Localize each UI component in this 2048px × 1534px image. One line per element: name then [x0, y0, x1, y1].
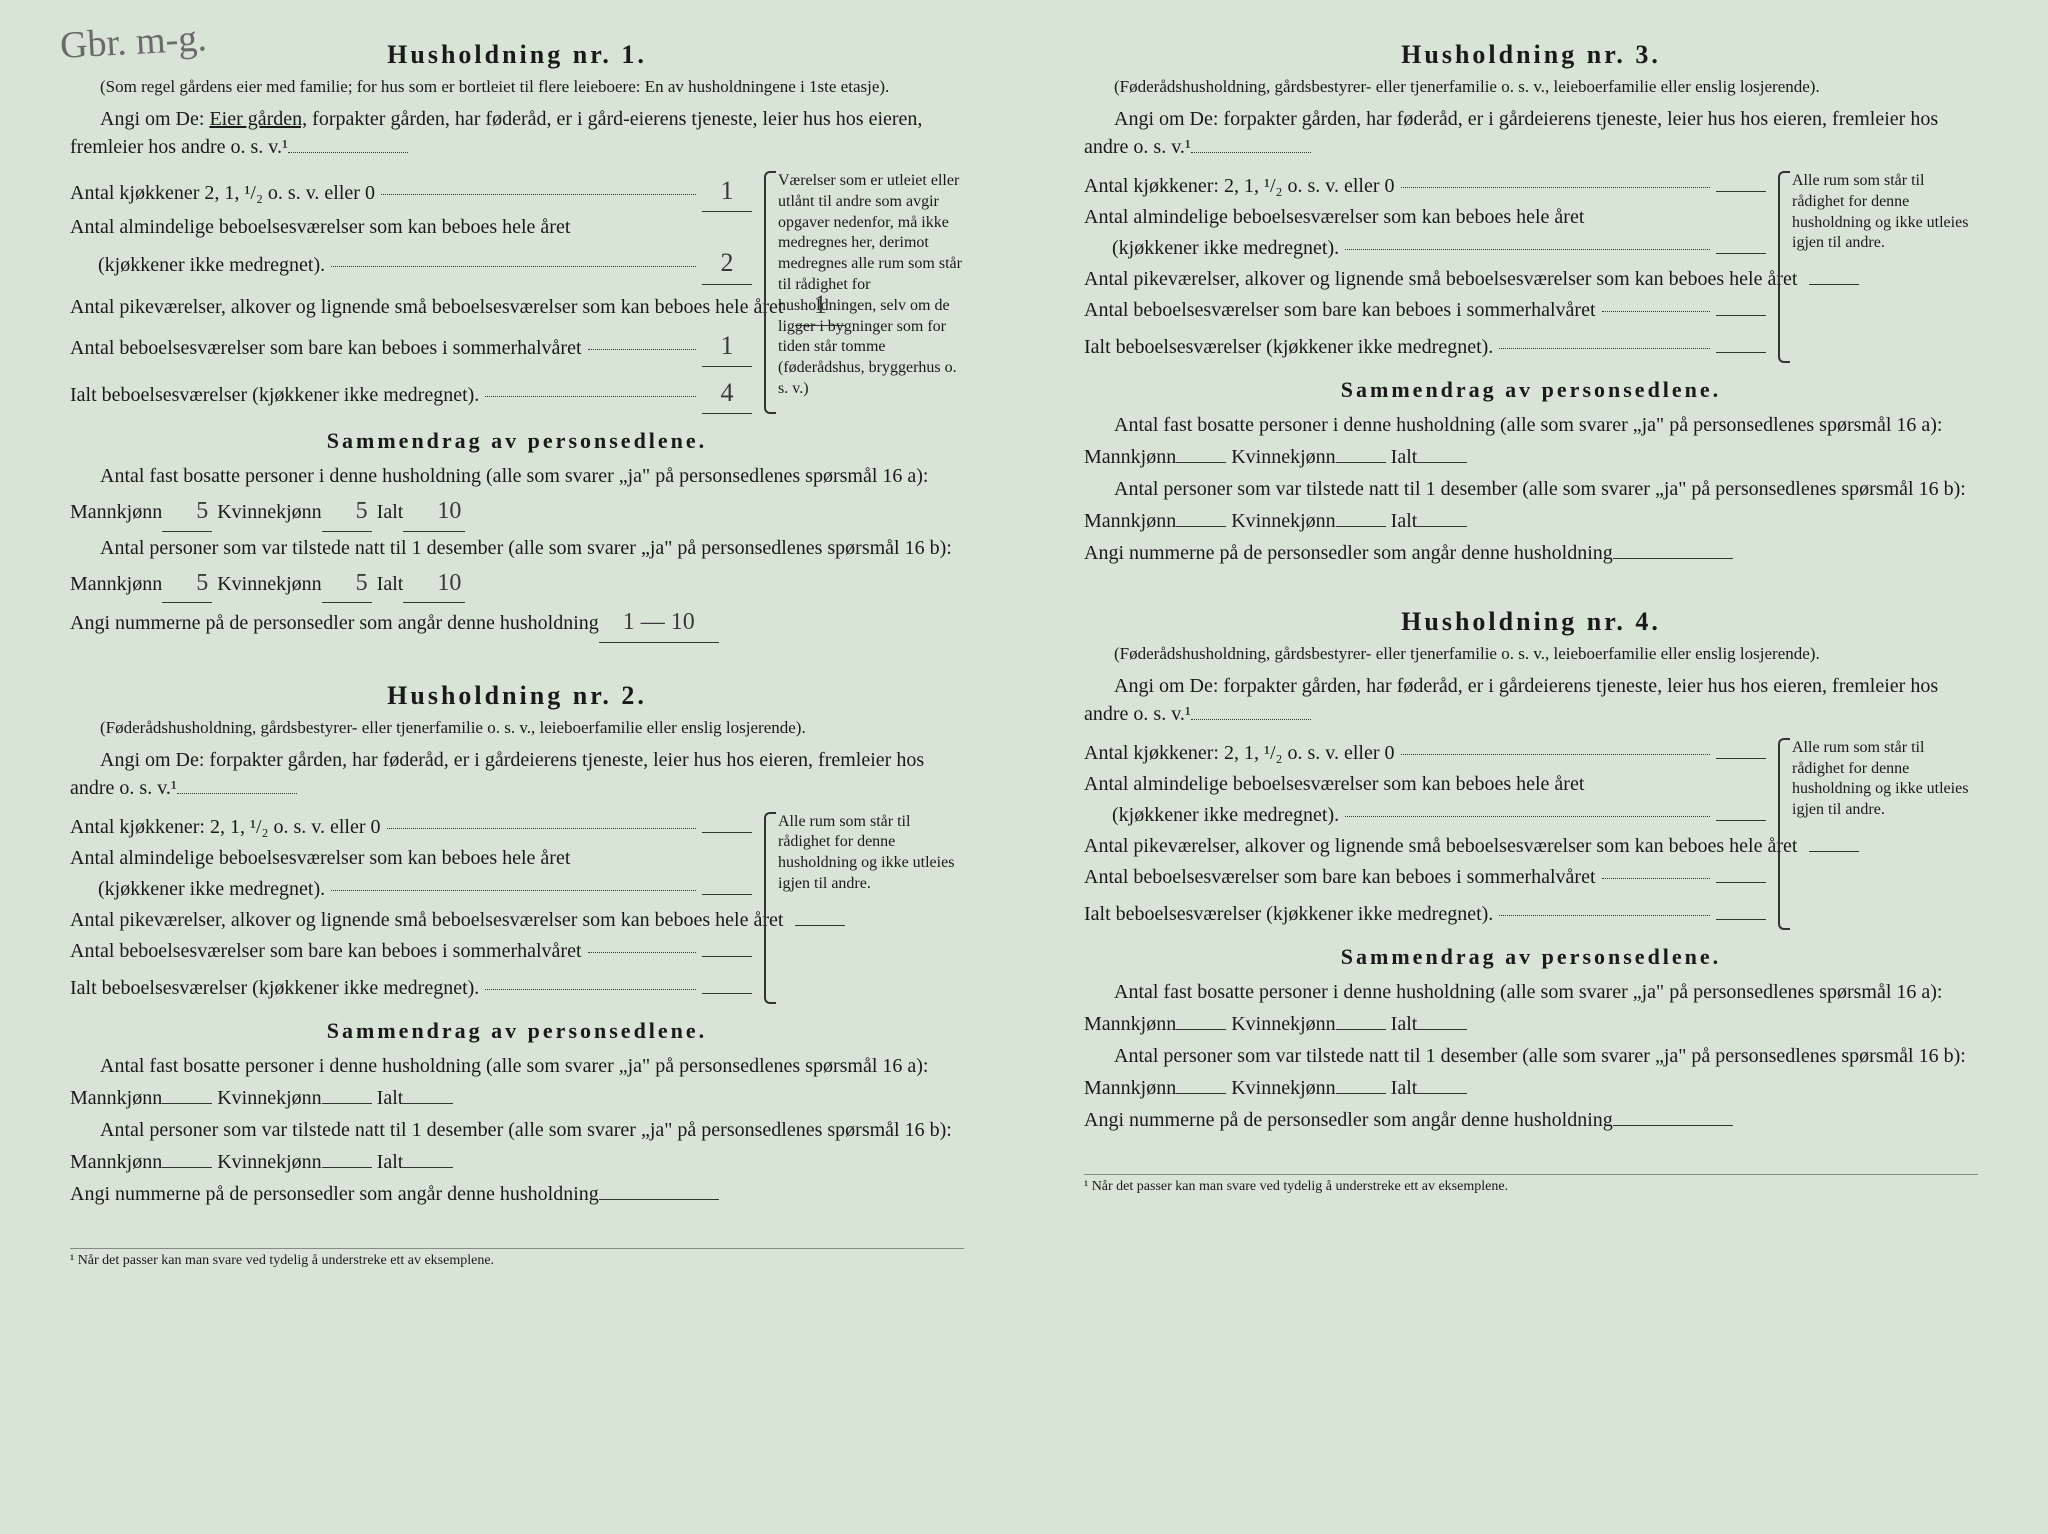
household-title: Husholdning nr. 2. — [70, 681, 964, 711]
q16b-m[interactable]: 5 — [162, 564, 212, 603]
q16a-i[interactable] — [403, 1103, 453, 1104]
total-rooms-value[interactable] — [1716, 352, 1766, 353]
footnote-left: ¹ Når det passer kan man svare ved tydel… — [70, 1248, 964, 1269]
numbers-value[interactable] — [1613, 1125, 1733, 1126]
rooms-side-note: Værelser som er utleiet eller utlånt til… — [764, 171, 964, 414]
q16a-k[interactable] — [1336, 1029, 1386, 1030]
rooms-questions: Antal kjøkkener 2, 1, ¹/₂ o. s. v. eller… — [70, 171, 752, 414]
household-instruction: Angi om De: forpakter gården, har føderå… — [70, 746, 964, 802]
household-3: Husholdning nr. 3. (Føderådshusholdning,… — [1084, 40, 1978, 569]
q16b-k[interactable] — [1336, 526, 1386, 527]
household-1: Husholdning nr. 1. (Som regel gårdens ei… — [70, 40, 964, 643]
summer-rooms-value[interactable] — [702, 956, 752, 957]
right-page: Husholdning nr. 3. (Føderådshusholdning,… — [1064, 30, 1998, 1504]
summer-rooms-value[interactable]: 1 — [702, 326, 752, 367]
numbers-value[interactable] — [1613, 558, 1733, 559]
rooms-questions: Antal kjøkkener: 2, 1, ¹/₂ o. s. v. elle… — [1084, 738, 1766, 930]
ordinary-rooms-value[interactable]: 2 — [702, 243, 752, 284]
total-rooms-value[interactable] — [1716, 919, 1766, 920]
kitchen-value[interactable]: 1 — [702, 171, 752, 212]
q16a-m[interactable] — [1176, 462, 1226, 463]
q16a-m[interactable]: 5 — [162, 492, 212, 531]
summer-rooms-value[interactable] — [1716, 882, 1766, 883]
q16b-m[interactable] — [162, 1167, 212, 1168]
q16a-k[interactable]: 5 — [322, 492, 372, 531]
household-subtitle: (Føderådshusholdning, gårdsbestyrer- ell… — [1084, 643, 1978, 666]
summary-block: Antal fast bosatte personer i denne hush… — [1084, 409, 1978, 569]
household-4: Husholdning nr. 4. (Føderådshusholdning,… — [1084, 607, 1978, 1136]
ordinary-rooms-value[interactable] — [1716, 820, 1766, 821]
kitchen-value[interactable] — [702, 832, 752, 833]
q16a-i[interactable] — [1417, 1029, 1467, 1030]
household-subtitle: (Føderådshusholdning, gårdsbestyrer- ell… — [1084, 76, 1978, 99]
rooms-questions: Antal kjøkkener: 2, 1, ¹/₂ o. s. v. elle… — [1084, 171, 1766, 363]
ordinary-rooms-value[interactable] — [702, 894, 752, 895]
q16b-i[interactable]: 10 — [403, 564, 465, 603]
footnote-right: ¹ Når det passer kan man svare ved tydel… — [1084, 1174, 1978, 1195]
q16b-k[interactable]: 5 — [322, 564, 372, 603]
q16a-k[interactable] — [322, 1103, 372, 1104]
rooms-questions: Antal kjøkkener: 2, 1, ¹/₂ o. s. v. elle… — [70, 812, 752, 1004]
household-2: Husholdning nr. 2. (Føderådshusholdning,… — [70, 681, 964, 1210]
household-subtitle: (Som regel gårdens eier med familie; for… — [70, 76, 964, 99]
kitchen-value[interactable] — [1716, 191, 1766, 192]
summary-title: Sammendrag av personsedlene. — [70, 1018, 964, 1044]
q16b-k[interactable] — [1336, 1093, 1386, 1094]
numbers-value[interactable]: 1 — 10 — [599, 603, 719, 642]
q16a-i[interactable]: 10 — [403, 492, 465, 531]
kitchen-value[interactable] — [1716, 758, 1766, 759]
household-instruction: Angi om De: Eier gården, forpakter gårde… — [70, 105, 964, 161]
household-instruction: Angi om De: forpakter gården, har føderå… — [1084, 672, 1978, 728]
summer-rooms-value[interactable] — [1716, 315, 1766, 316]
household-instruction: Angi om De: forpakter gården, har føderå… — [1084, 105, 1978, 161]
total-rooms-value[interactable] — [702, 993, 752, 994]
q16b-i[interactable] — [1417, 526, 1467, 527]
handwritten-annotation: Gbr. m-g. — [59, 16, 208, 68]
q16a-k[interactable] — [1336, 462, 1386, 463]
q16a-m[interactable] — [162, 1103, 212, 1104]
summary-title: Sammendrag av personsedlene. — [1084, 377, 1978, 403]
summary-title: Sammendrag av personsedlene. — [1084, 944, 1978, 970]
q16b-i[interactable] — [1417, 1093, 1467, 1094]
rooms-side-note: Alle rum som står til rådighet for denne… — [1778, 738, 1978, 930]
household-title: Husholdning nr. 3. — [1084, 40, 1978, 70]
rooms-side-note: Alle rum som står til rådighet for denne… — [764, 812, 964, 1004]
rooms-side-note: Alle rum som står til rådighet for denne… — [1778, 171, 1978, 363]
household-title: Husholdning nr. 4. — [1084, 607, 1978, 637]
summary-title: Sammendrag av personsedlene. — [70, 428, 964, 454]
q16b-m[interactable] — [1176, 526, 1226, 527]
q16a-m[interactable] — [1176, 1029, 1226, 1030]
q16b-i[interactable] — [403, 1167, 453, 1168]
household-subtitle: (Føderådshusholdning, gårdsbestyrer- ell… — [70, 717, 964, 740]
summary-block: Antal fast bosatte personer i denne hush… — [1084, 976, 1978, 1136]
summary-block: Antal fast bosatte personer i denne hush… — [70, 460, 964, 642]
q16b-k[interactable] — [322, 1167, 372, 1168]
q16a-i[interactable] — [1417, 462, 1467, 463]
summary-block: Antal fast bosatte personer i denne hush… — [70, 1050, 964, 1210]
numbers-value[interactable] — [599, 1199, 719, 1200]
ordinary-rooms-value[interactable] — [1716, 253, 1766, 254]
left-page: Gbr. m-g. Husholdning nr. 1. (Som regel … — [50, 30, 984, 1504]
q16b-m[interactable] — [1176, 1093, 1226, 1094]
total-rooms-value[interactable]: 4 — [702, 373, 752, 414]
